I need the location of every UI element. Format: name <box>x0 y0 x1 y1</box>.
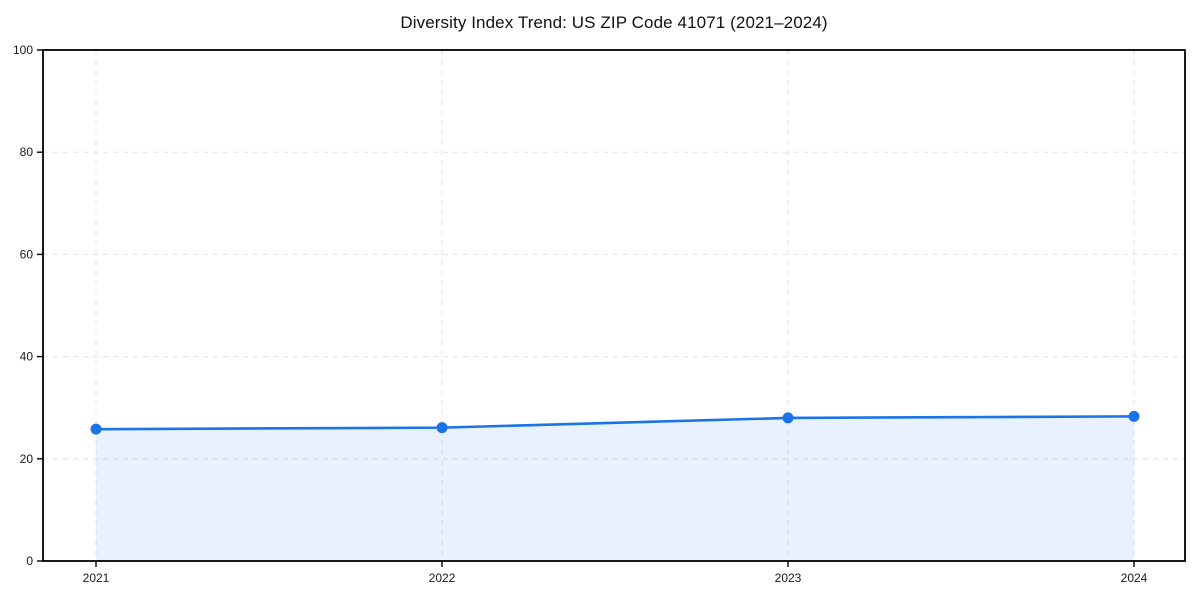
y-tick-label: 20 <box>20 452 34 466</box>
y-tick-label: 100 <box>13 43 33 57</box>
y-tick-label: 60 <box>20 247 34 261</box>
data-point-2022 <box>436 422 448 434</box>
x-tick-label: 2022 <box>429 571 456 585</box>
series-area-fill <box>96 416 1134 561</box>
x-tick-label: 2021 <box>83 571 110 585</box>
series-line <box>94 415 1136 431</box>
data-point-2021 <box>90 423 102 435</box>
x-tick-label: 2024 <box>1121 571 1148 585</box>
y-tick-label: 40 <box>20 350 34 364</box>
y-tick-label: 80 <box>20 145 34 159</box>
data-point-2024 <box>1128 410 1140 422</box>
plot-box-spines <box>42 49 1186 562</box>
y-tick-label: 0 <box>26 554 33 568</box>
data-point-2023 <box>782 412 794 424</box>
chart-title: Diversity Index Trend: US ZIP Code 41071… <box>400 13 828 32</box>
x-tick-label: 2023 <box>775 571 802 585</box>
